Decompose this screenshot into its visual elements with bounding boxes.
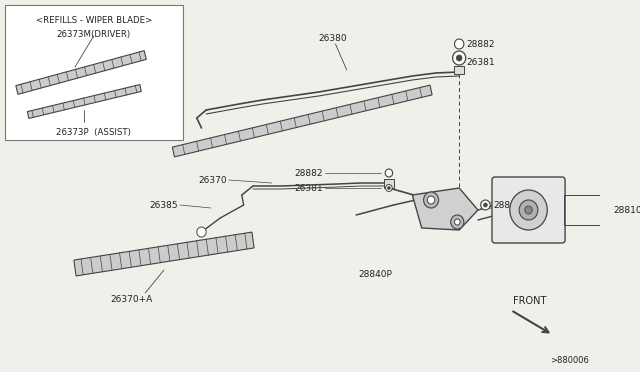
Text: 26370+A: 26370+A xyxy=(111,295,153,304)
Text: 26373P  (ASSIST): 26373P (ASSIST) xyxy=(56,128,131,137)
Polygon shape xyxy=(74,232,254,276)
Circle shape xyxy=(387,186,390,189)
Text: 28810A: 28810A xyxy=(493,201,527,209)
Text: 26373M(DRIVER): 26373M(DRIVER) xyxy=(57,30,131,39)
Circle shape xyxy=(525,206,532,214)
Circle shape xyxy=(385,169,393,177)
Text: 28882: 28882 xyxy=(467,39,495,48)
Circle shape xyxy=(519,200,538,220)
Circle shape xyxy=(428,196,435,204)
Circle shape xyxy=(196,227,206,237)
Text: 26381: 26381 xyxy=(467,58,495,67)
Text: 26370: 26370 xyxy=(198,176,227,185)
Circle shape xyxy=(424,192,438,208)
Text: <REFILLS - WIPER BLADE>: <REFILLS - WIPER BLADE> xyxy=(36,16,152,25)
Polygon shape xyxy=(16,51,147,94)
Text: 28810: 28810 xyxy=(614,205,640,215)
Circle shape xyxy=(451,215,464,229)
Circle shape xyxy=(454,39,464,49)
Bar xyxy=(4,5,183,140)
Text: FRONT: FRONT xyxy=(513,296,546,306)
Polygon shape xyxy=(28,84,141,118)
Text: 26385: 26385 xyxy=(149,201,178,209)
Polygon shape xyxy=(412,188,478,230)
Circle shape xyxy=(510,190,547,230)
Text: 26380: 26380 xyxy=(319,33,348,42)
Circle shape xyxy=(452,51,466,65)
Circle shape xyxy=(484,203,487,207)
Text: >880006: >880006 xyxy=(550,356,589,365)
Bar xyxy=(384,179,394,188)
Text: 28840P: 28840P xyxy=(358,270,392,279)
Polygon shape xyxy=(172,85,432,157)
Text: 26381: 26381 xyxy=(294,183,323,192)
Circle shape xyxy=(456,55,462,61)
Circle shape xyxy=(481,200,490,210)
FancyBboxPatch shape xyxy=(492,177,565,243)
Circle shape xyxy=(386,185,392,192)
Bar xyxy=(454,66,464,74)
Circle shape xyxy=(454,219,460,225)
Text: 28882: 28882 xyxy=(295,169,323,177)
Bar xyxy=(564,195,611,225)
